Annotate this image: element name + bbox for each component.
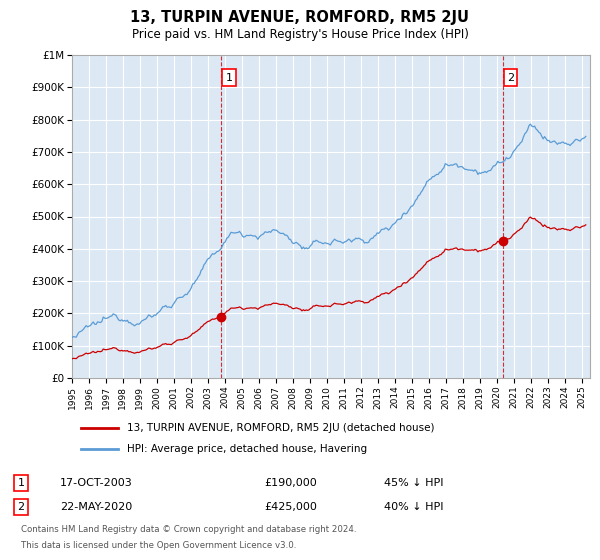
Text: 45% ↓ HPI: 45% ↓ HPI — [384, 478, 443, 488]
Text: 13, TURPIN AVENUE, ROMFORD, RM5 2JU (detached house): 13, TURPIN AVENUE, ROMFORD, RM5 2JU (det… — [127, 423, 434, 433]
Text: 17-OCT-2003: 17-OCT-2003 — [60, 478, 133, 488]
Text: HPI: Average price, detached house, Havering: HPI: Average price, detached house, Have… — [127, 444, 367, 454]
Text: Contains HM Land Registry data © Crown copyright and database right 2024.: Contains HM Land Registry data © Crown c… — [21, 525, 356, 534]
Text: 2: 2 — [17, 502, 25, 512]
Text: £190,000: £190,000 — [264, 478, 317, 488]
Text: 1: 1 — [226, 73, 233, 83]
Text: 2: 2 — [507, 73, 514, 83]
Text: This data is licensed under the Open Government Licence v3.0.: This data is licensed under the Open Gov… — [21, 542, 296, 550]
Text: Price paid vs. HM Land Registry's House Price Index (HPI): Price paid vs. HM Land Registry's House … — [131, 28, 469, 41]
Text: 1: 1 — [17, 478, 25, 488]
Text: 22-MAY-2020: 22-MAY-2020 — [60, 502, 132, 512]
Text: 40% ↓ HPI: 40% ↓ HPI — [384, 502, 443, 512]
Text: 13, TURPIN AVENUE, ROMFORD, RM5 2JU: 13, TURPIN AVENUE, ROMFORD, RM5 2JU — [131, 10, 470, 25]
Text: £425,000: £425,000 — [264, 502, 317, 512]
